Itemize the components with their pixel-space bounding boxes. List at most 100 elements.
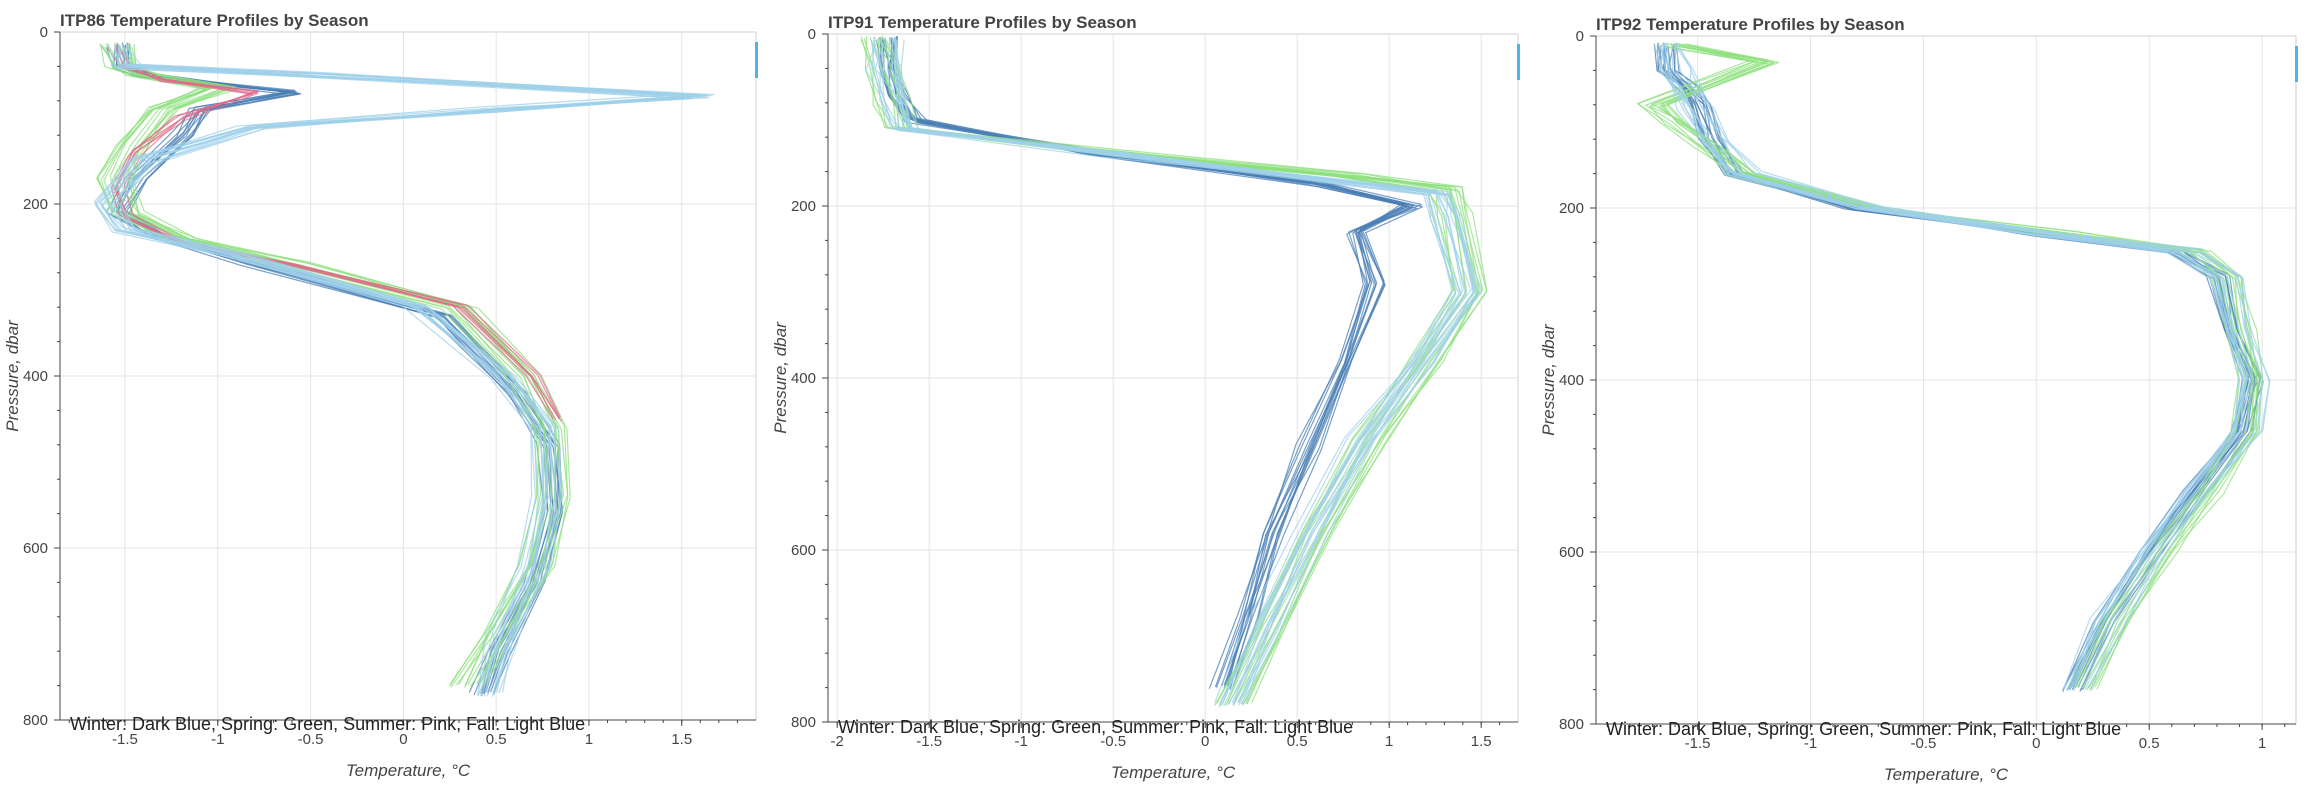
y-tick-label: 800 (23, 712, 48, 729)
series-0-profile-12 (1664, 43, 2253, 690)
series-2-profile-10 (1677, 43, 2270, 690)
x-tick-label: 0.5 (2139, 735, 2160, 752)
profile-lines (860, 35, 1488, 708)
toolbar-indicator (755, 42, 758, 78)
x-tick-label: 1 (2258, 735, 2266, 752)
series-0-profile-8 (1674, 43, 2261, 688)
series-2-profile-14 (894, 39, 1478, 705)
y-tick-label: 600 (1559, 544, 1584, 561)
y-tick-label: 200 (23, 196, 48, 213)
series-0-profile-10 (1653, 43, 2250, 691)
x-tick-label: -0.5 (298, 731, 324, 748)
series-1-profile-7 (1650, 42, 2253, 688)
series-2-profile-6 (1653, 45, 2240, 689)
x-axis-label: Temperature, °C (1884, 765, 2009, 784)
series-2-profile-9 (874, 39, 1466, 707)
x-tick-label: -1 (1015, 733, 1028, 750)
series-0-profile-7 (1667, 43, 2256, 691)
series-0-profile-11 (879, 36, 1406, 687)
series-2-profile-12 (895, 40, 1477, 704)
y-tick-label: 600 (23, 540, 48, 557)
series-1-profile-1 (1657, 43, 2258, 690)
chart-title: ITP91 Temperature Profiles by Season (828, 13, 1137, 32)
series-2-profile-4 (106, 46, 554, 419)
series-2-profile-5 (118, 46, 561, 418)
series-2-profile-1 (871, 40, 1457, 703)
series-2-profile-11 (1664, 44, 2244, 689)
series-1-profile-0 (1662, 46, 2261, 691)
series-1-profile-11 (860, 39, 1462, 706)
x-axis-label: Temperature, °C (346, 761, 471, 780)
series-1-profile-8 (1644, 46, 2249, 689)
series-1-profile-10 (864, 35, 1457, 703)
x-tick-label: -1 (1804, 735, 1817, 752)
x-tick-label: 0 (399, 731, 407, 748)
y-tick-label: 600 (791, 542, 816, 559)
y-tick-label: 400 (1559, 372, 1584, 389)
x-tick-label: -1.5 (1685, 735, 1711, 752)
series-2-profile-3 (1657, 44, 2248, 692)
y-axis-label: Pressure, dbar (771, 321, 790, 434)
series-2-profile-11 (870, 40, 1463, 708)
series-0-profile-6 (1663, 46, 2250, 689)
profile-lines (93, 42, 715, 697)
series-2-profile-8 (1658, 43, 2251, 691)
series-1-profile-6 (1659, 46, 2254, 689)
series-2-profile-9 (1677, 46, 2271, 689)
season-color-legend: Winter: Dark Blue, Spring: Green, Summer… (70, 714, 585, 734)
season-color-legend: Winter: Dark Blue, Spring: Green, Summer… (1606, 719, 2121, 739)
series-2-profile-12 (1670, 43, 2265, 689)
series-2-profile-5 (1674, 44, 2263, 692)
series-2-profile-1 (1674, 42, 2255, 689)
series-1-profile-2 (1666, 43, 2262, 690)
y-tick-label: 0 (40, 24, 48, 41)
y-tick-label: 800 (1559, 716, 1584, 733)
x-tick-label: 1 (585, 731, 593, 748)
x-axis-label: Temperature, °C (1111, 763, 1236, 782)
x-tick-label: -1.5 (916, 733, 942, 750)
chart-panel-0: ITP86 Temperature Profiles by Season -1.5… (3, 11, 758, 780)
series-0-profile-9 (1662, 46, 2259, 688)
y-tick-label: 200 (1559, 200, 1584, 217)
y-tick-label: 800 (791, 714, 816, 731)
chart-title: ITP86 Temperature Profiles by Season (60, 11, 369, 30)
series-1-profile-4 (1650, 44, 2257, 688)
series-2-profile-7 (893, 40, 1467, 706)
series-1-profile-13 (100, 44, 545, 685)
series-1-profile-2 (869, 37, 1467, 704)
chart-panel-1: ITP91 Temperature Profiles by Season -2 -1… (771, 13, 1520, 782)
series-3-profile-10 (101, 44, 697, 695)
series-0-profile-2 (895, 36, 1423, 689)
x-tick-label: 0 (2032, 735, 2040, 752)
y-tick-label: 400 (791, 370, 816, 387)
y-axis-label: Pressure, dbar (3, 319, 22, 432)
chart-panel-2: ITP92 Temperature Profiles by Season -1.5… (1539, 15, 2298, 784)
x-tick-label: -0.5 (1910, 735, 1936, 752)
y-axis-label: Pressure, dbar (1539, 323, 1558, 436)
series-0-profile-5 (1667, 45, 2253, 688)
series-2-profile-15 (893, 38, 1483, 703)
series-3-profile-13 (119, 46, 710, 694)
series-0-profile-6 (890, 37, 1415, 687)
series-0-profile-0 (882, 40, 1406, 689)
toolbar-indicator (2295, 46, 2298, 82)
series-3-profile-2 (93, 43, 683, 693)
x-tick-label: -1.5 (112, 731, 138, 748)
toolbar-indicator (1517, 44, 1520, 80)
y-tick-label: 400 (23, 368, 48, 385)
series-0-profile-11 (1657, 44, 2248, 690)
series-0-profile-1 (1662, 42, 2256, 690)
x-tick-label: 1.5 (1471, 733, 1492, 750)
x-tick-label: -0.5 (1100, 733, 1126, 750)
series-1-profile-11 (1666, 43, 2264, 688)
x-tick-label: 0.5 (1287, 733, 1308, 750)
x-tick-label: -2 (831, 733, 844, 750)
series-1-profile-9 (1660, 45, 2259, 691)
series-0-profile-2 (1657, 44, 2244, 693)
series-1-profile-7 (879, 39, 1479, 705)
x-tick-label: 1 (1385, 733, 1393, 750)
series-1-profile-3 (96, 43, 542, 685)
y-tick-label: 0 (808, 26, 816, 43)
